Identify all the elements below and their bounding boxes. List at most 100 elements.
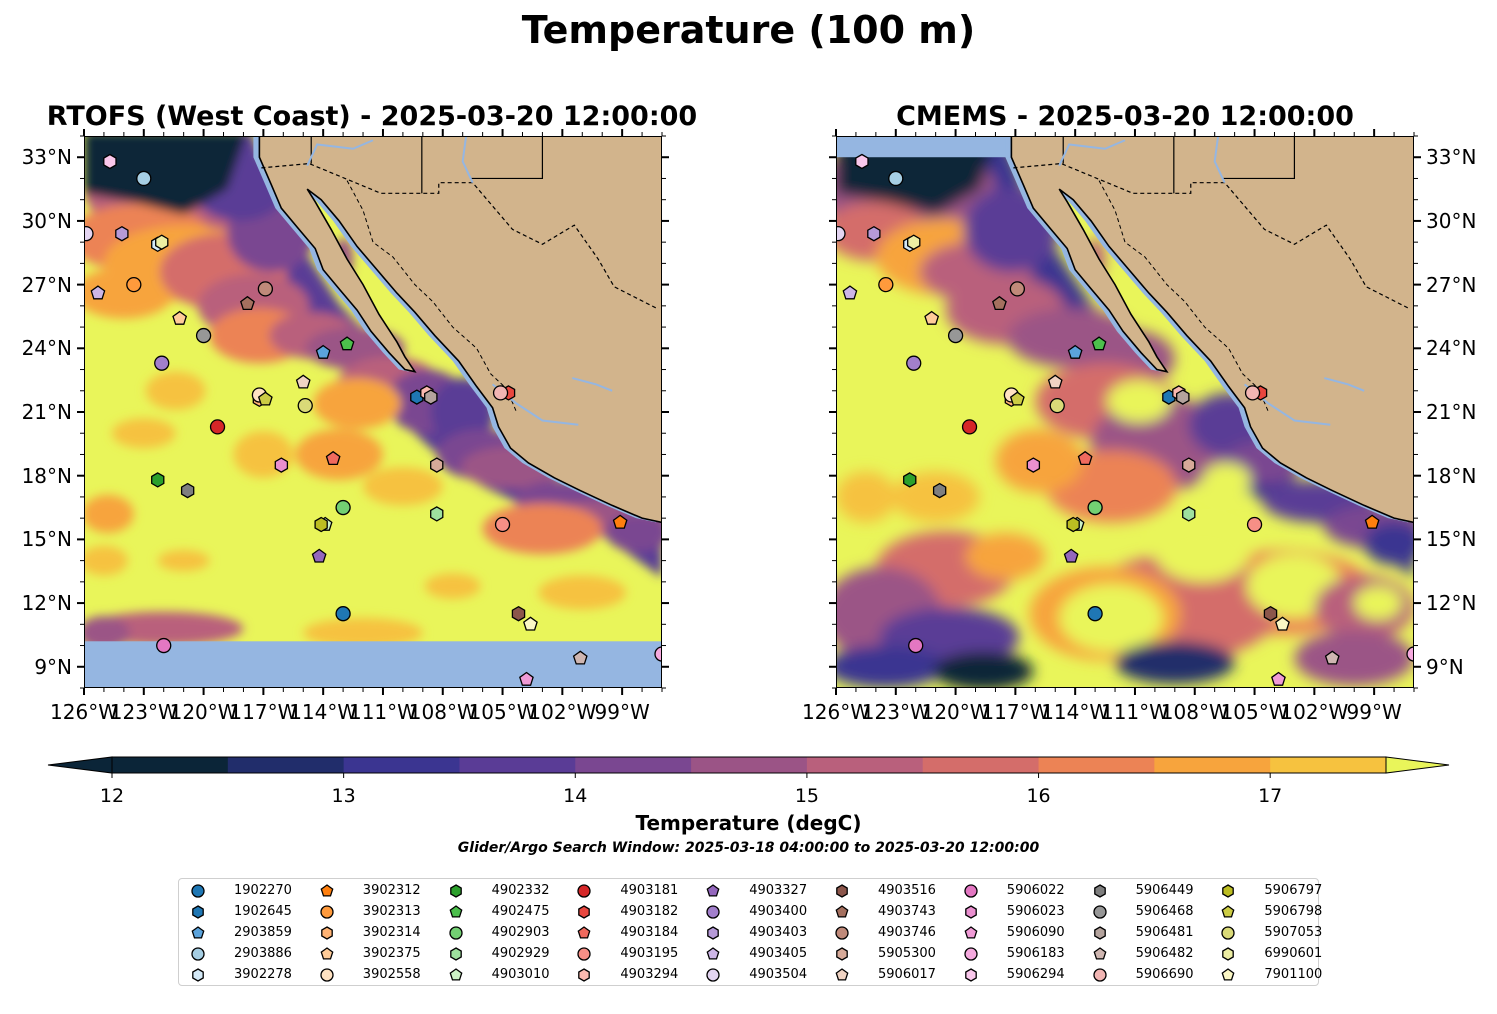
legend-marker-shape [577,884,592,898]
y-tick-label: 30°N [21,208,72,233]
legend-marker [836,884,848,898]
legend-marker [449,884,462,898]
legend-marker-shape [706,968,720,982]
legend-marker [964,884,978,898]
colorbar-segment [1154,757,1271,773]
legend-label: 5906022 [1006,883,1065,898]
legend-marker-shape [1221,968,1235,981]
legend-marker-shape [320,947,334,960]
legend-marker [1222,884,1235,898]
platform-marker-5906017 [1047,374,1063,389]
legend-label: 4903181 [620,883,679,898]
legend-marker-shape [320,905,334,919]
temperature-patch [1154,522,1251,582]
legend-marker-shape [449,905,463,918]
no-data-region [836,136,1010,158]
legend-marker-shape [836,884,848,898]
legend-marker [578,968,591,982]
x-tick-label: 123°W [109,700,178,724]
platform-marker-4903195 [494,516,511,533]
legend-marker-shape [578,905,591,919]
legend-label: 3902278 [234,967,292,982]
platform-marker-4903327 [311,548,327,563]
platform-marker-1902270 [335,606,351,622]
colorbar-segment [1038,757,1155,773]
colorbar-tick-label: 17 [1258,785,1283,807]
platform-marker-5906482 [1324,650,1340,665]
river [461,136,474,184]
legend-label: 4903327 [749,883,808,898]
platform-marker-5905300 [430,457,444,473]
platform-marker-4903516 [511,605,526,622]
legend-marker [577,926,591,939]
legend-marker-shape [449,968,463,981]
legend-marker [1222,947,1235,961]
x-tick-label: 102°W [1280,700,1349,724]
legend-marker [449,947,462,961]
legend-marker-shape [964,947,978,961]
temperature-patch [84,545,128,576]
legend-label: 4902903 [491,925,550,940]
legend-marker-shape [1222,884,1235,898]
legend-marker-shape [835,926,849,940]
legend-marker [449,905,463,918]
legend-label: 4903516 [878,883,936,898]
legend-marker [835,926,849,940]
legend-label: 4903195 [620,946,679,961]
y-tick-label: 12°N [21,591,72,616]
legend-label: 4903400 [749,904,808,919]
legend-label: 4903010 [491,967,550,982]
x-tick-label: 117°W [229,700,298,724]
platform-marker-5906797 [314,516,328,533]
legend-label: 4902332 [491,883,550,898]
x-tick-label: 99°W [1346,700,1402,724]
legend-marker-shape [1221,926,1236,940]
platform-marker-4902929 [1182,506,1196,522]
platform-marker-1902270 [1087,606,1103,622]
legend-marker-shape [1222,947,1235,961]
platform-marker-4903746 [1009,281,1026,297]
temperature-patch [1107,380,1171,423]
platform-marker-4903743 [240,295,255,311]
legend-label: 5906183 [1006,946,1065,961]
legend-marker [1093,947,1107,960]
platform-marker-5906481 [1176,389,1190,405]
legend-label: 6990601 [1264,946,1323,961]
legend-marker [707,926,720,940]
platform-marker-5906798 [1009,391,1025,406]
platform-marker-4902929 [430,506,444,522]
colorbar-segment [227,757,345,773]
colorbar-label: Temperature (degC) [635,811,862,835]
y-tick-label: 18°N [1426,463,1477,488]
platform-marker-5907053 [297,397,313,414]
legend-marker-shape [577,947,592,961]
legend-label: 5906017 [878,967,936,982]
legend-marker [835,905,849,918]
temperature-patch [933,651,1034,688]
legend-marker-shape [1093,926,1106,940]
x-tick-label: 120°W [169,700,238,724]
x-tick-label: 117°W [981,700,1050,724]
colorbar-segment [806,757,924,773]
legend-label: 5907053 [1264,925,1323,940]
legend-marker-shape [964,926,978,939]
temperature-patch [538,575,627,610]
temperature-patch [84,494,134,534]
no-data-region [84,641,662,688]
legend-label: 3902312 [362,883,421,898]
y-tick-label: 15°N [1426,527,1477,552]
platform-marker-5906017 [295,374,311,389]
platform-marker-3902312 [612,514,628,529]
legend-marker-shape [1221,905,1235,918]
panel-title-cmems: CMEMS - 2025-03-20 12:00:00 [896,101,1354,132]
x-tick-label: 105°W [468,700,537,724]
legend-label: 3902375 [362,946,421,961]
legend-label: 2903859 [234,925,292,940]
legend-marker [449,968,463,981]
river [306,139,374,167]
platform-marker-5906468 [947,327,964,344]
platform-marker-3902375 [172,310,188,325]
platform-marker-4903405 [842,285,858,300]
legend-marker-shape [448,926,463,940]
platform-marker-5906090 [519,671,534,686]
